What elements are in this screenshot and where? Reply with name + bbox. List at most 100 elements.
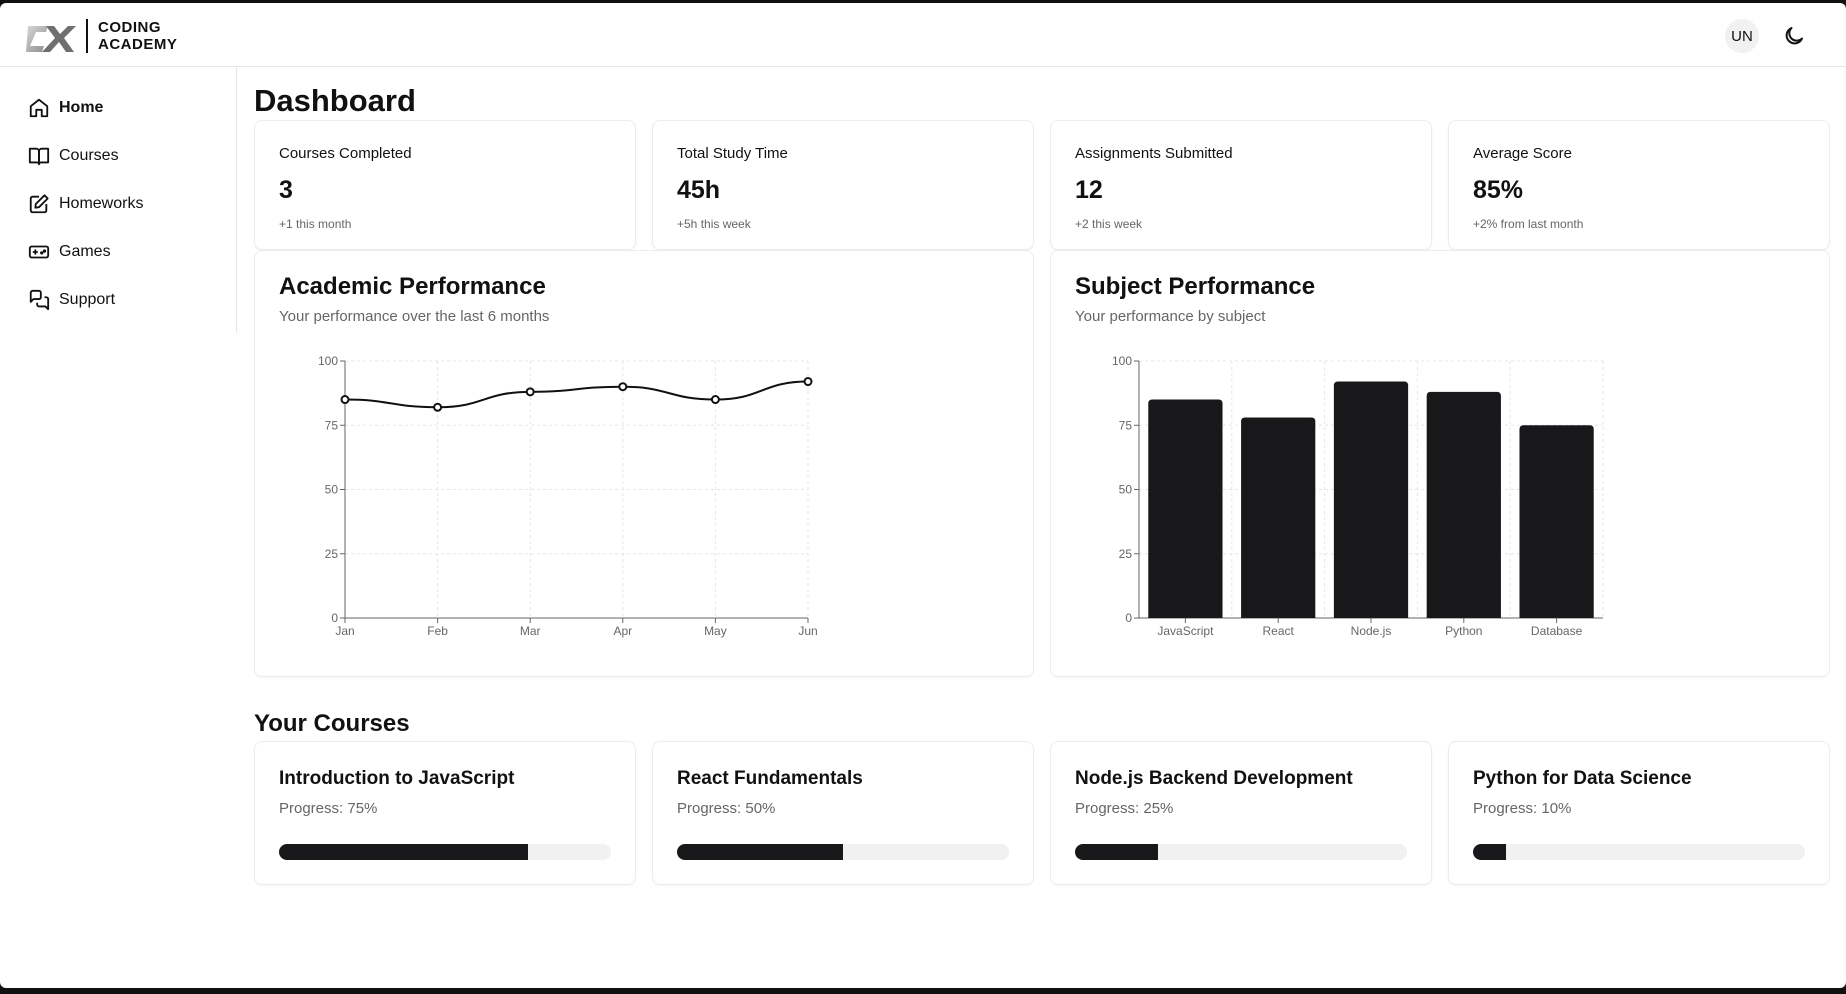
- chart-grid: [344, 360, 809, 619]
- top-header: CODING ACADEMY UN: [0, 3, 1846, 67]
- y-tick-label: 75: [325, 418, 339, 432]
- bar: [1426, 391, 1501, 618]
- x-tick-label: Jun: [798, 624, 817, 638]
- x-tick-label: Feb: [427, 624, 448, 638]
- stat-value: 12: [1075, 176, 1103, 204]
- x-tick-label: Mar: [520, 624, 541, 638]
- progress-bar: [1473, 844, 1805, 860]
- sidebar-item-label: Home: [59, 99, 104, 116]
- logo-mark-icon: [26, 26, 76, 52]
- subject-performance-card: Subject Performance Your performance by …: [1050, 250, 1830, 677]
- course-progress-label: Progress: 25%: [1075, 800, 1174, 817]
- bar: [1148, 399, 1223, 618]
- course-progress-label: Progress: 10%: [1473, 800, 1572, 817]
- stat-label: Average Score: [1473, 145, 1572, 162]
- brand-line-1: CODING: [98, 19, 161, 36]
- stat-note: +2 this week: [1075, 217, 1143, 231]
- x-tick-label: React: [1263, 624, 1295, 638]
- book-icon: [28, 147, 50, 166]
- data-point: [340, 395, 350, 405]
- bar: [1241, 417, 1316, 618]
- chat-icon: [29, 289, 50, 311]
- sidebar-item-label: Homeworks: [59, 195, 144, 212]
- chart-title: Subject Performance: [1075, 273, 1316, 300]
- data-point: [433, 402, 443, 412]
- series-line: [344, 380, 809, 409]
- x-tick-label: Database: [1531, 624, 1583, 638]
- course-title: Introduction to JavaScript: [279, 768, 515, 789]
- y-tick-label: 0: [1125, 611, 1132, 625]
- course-card[interactable]: Python for Data Science Progress: 10%: [1448, 741, 1830, 885]
- sidebar-item-support[interactable]: Support: [28, 285, 115, 315]
- stat-note: +5h this week: [677, 217, 751, 231]
- stat-label: Assignments Submitted: [1075, 145, 1233, 162]
- stat-value: 45h: [677, 176, 721, 204]
- academic-performance-card: Academic Performance Your performance ov…: [254, 250, 1034, 677]
- chart-title: Academic Performance: [279, 273, 546, 300]
- x-tick-label: May: [704, 624, 727, 638]
- progress-bar: [279, 844, 611, 860]
- progress-fill: [279, 844, 528, 860]
- course-progress-label: Progress: 50%: [677, 800, 776, 817]
- stat-label: Total Study Time: [677, 145, 788, 162]
- sidebar: Home Courses Homeworks Games Support: [0, 67, 237, 333]
- sidebar-item-label: Games: [59, 243, 111, 260]
- sidebar-item-courses[interactable]: Courses: [28, 141, 119, 171]
- y-tick-label: 0: [331, 611, 338, 625]
- gamepad-icon: [28, 245, 50, 259]
- user-avatar[interactable]: UN: [1725, 19, 1759, 53]
- stat-card-study-time: Total Study Time 45h +5h this week: [652, 120, 1034, 250]
- edit-icon: [29, 194, 49, 214]
- home-icon: [29, 98, 49, 118]
- x-tick-label: Python: [1445, 624, 1482, 638]
- x-tick-label: Apr: [613, 624, 632, 638]
- progress-fill: [677, 844, 843, 860]
- course-progress-label: Progress: 75%: [279, 800, 378, 817]
- course-title: React Fundamentals: [677, 768, 863, 789]
- progress-bar: [1075, 844, 1407, 860]
- brand-name: CODING ACADEMY: [98, 19, 177, 53]
- page-title: Dashboard: [254, 83, 416, 118]
- stat-note: +2% from last month: [1473, 217, 1584, 231]
- stat-value: 85%: [1473, 176, 1524, 204]
- chart-subtitle: Your performance by subject: [1075, 308, 1266, 325]
- app-window: CODING ACADEMY UN Home Courses Homeworks…: [0, 3, 1846, 988]
- course-title: Python for Data Science: [1473, 768, 1692, 789]
- sidebar-item-homeworks[interactable]: Homeworks: [28, 189, 143, 219]
- y-tick-label: 50: [325, 483, 339, 497]
- progress-bar: [677, 844, 1009, 860]
- y-tick-label: 100: [318, 354, 338, 368]
- data-point: [803, 377, 813, 387]
- x-tick-label: JavaScript: [1157, 624, 1214, 638]
- y-tick-label: 75: [1119, 418, 1133, 432]
- moon-icon[interactable]: [1782, 24, 1806, 48]
- y-tick-label: 25: [1119, 547, 1133, 561]
- course-card[interactable]: Introduction to JavaScript Progress: 75%: [254, 741, 636, 885]
- chart-subtitle: Your performance over the last 6 months: [279, 308, 550, 325]
- stat-note: +1 this month: [279, 217, 352, 231]
- course-card[interactable]: Node.js Backend Development Progress: 25…: [1050, 741, 1432, 885]
- courses-section-title: Your Courses: [254, 710, 410, 737]
- brand-line-2: ACADEMY: [98, 36, 178, 53]
- bar: [1333, 381, 1409, 618]
- y-tick-label: 50: [1119, 483, 1133, 497]
- course-card[interactable]: React Fundamentals Progress: 50%: [652, 741, 1034, 885]
- stat-card-average-score: Average Score 85% +2% from last month: [1448, 120, 1830, 250]
- data-point: [618, 382, 628, 392]
- sidebar-item-label: Support: [59, 291, 116, 308]
- academic-line-chart: 0 25 50 75 100 Jan Feb Mar Apr May Jun: [318, 354, 818, 638]
- stat-value: 3: [279, 176, 293, 204]
- data-point: [710, 395, 720, 405]
- subject-bar-chart: 0 25 50 75 100 JavaScript React Node.js Python Da…: [1112, 354, 1604, 638]
- logo[interactable]: CODING ACADEMY: [26, 19, 177, 53]
- progress-fill: [1473, 844, 1507, 860]
- y-tick-label: 100: [1112, 354, 1132, 368]
- stat-card-courses-completed: Courses Completed 3 +1 this month: [254, 120, 636, 250]
- progress-fill: [1075, 844, 1158, 860]
- sidebar-item-games[interactable]: Games: [28, 237, 111, 267]
- x-tick-label: Node.js: [1351, 624, 1392, 638]
- course-title: Node.js Backend Development: [1075, 768, 1353, 789]
- bar: [1519, 425, 1594, 618]
- x-tick-label: Jan: [335, 624, 354, 638]
- sidebar-item-home[interactable]: Home: [28, 93, 103, 123]
